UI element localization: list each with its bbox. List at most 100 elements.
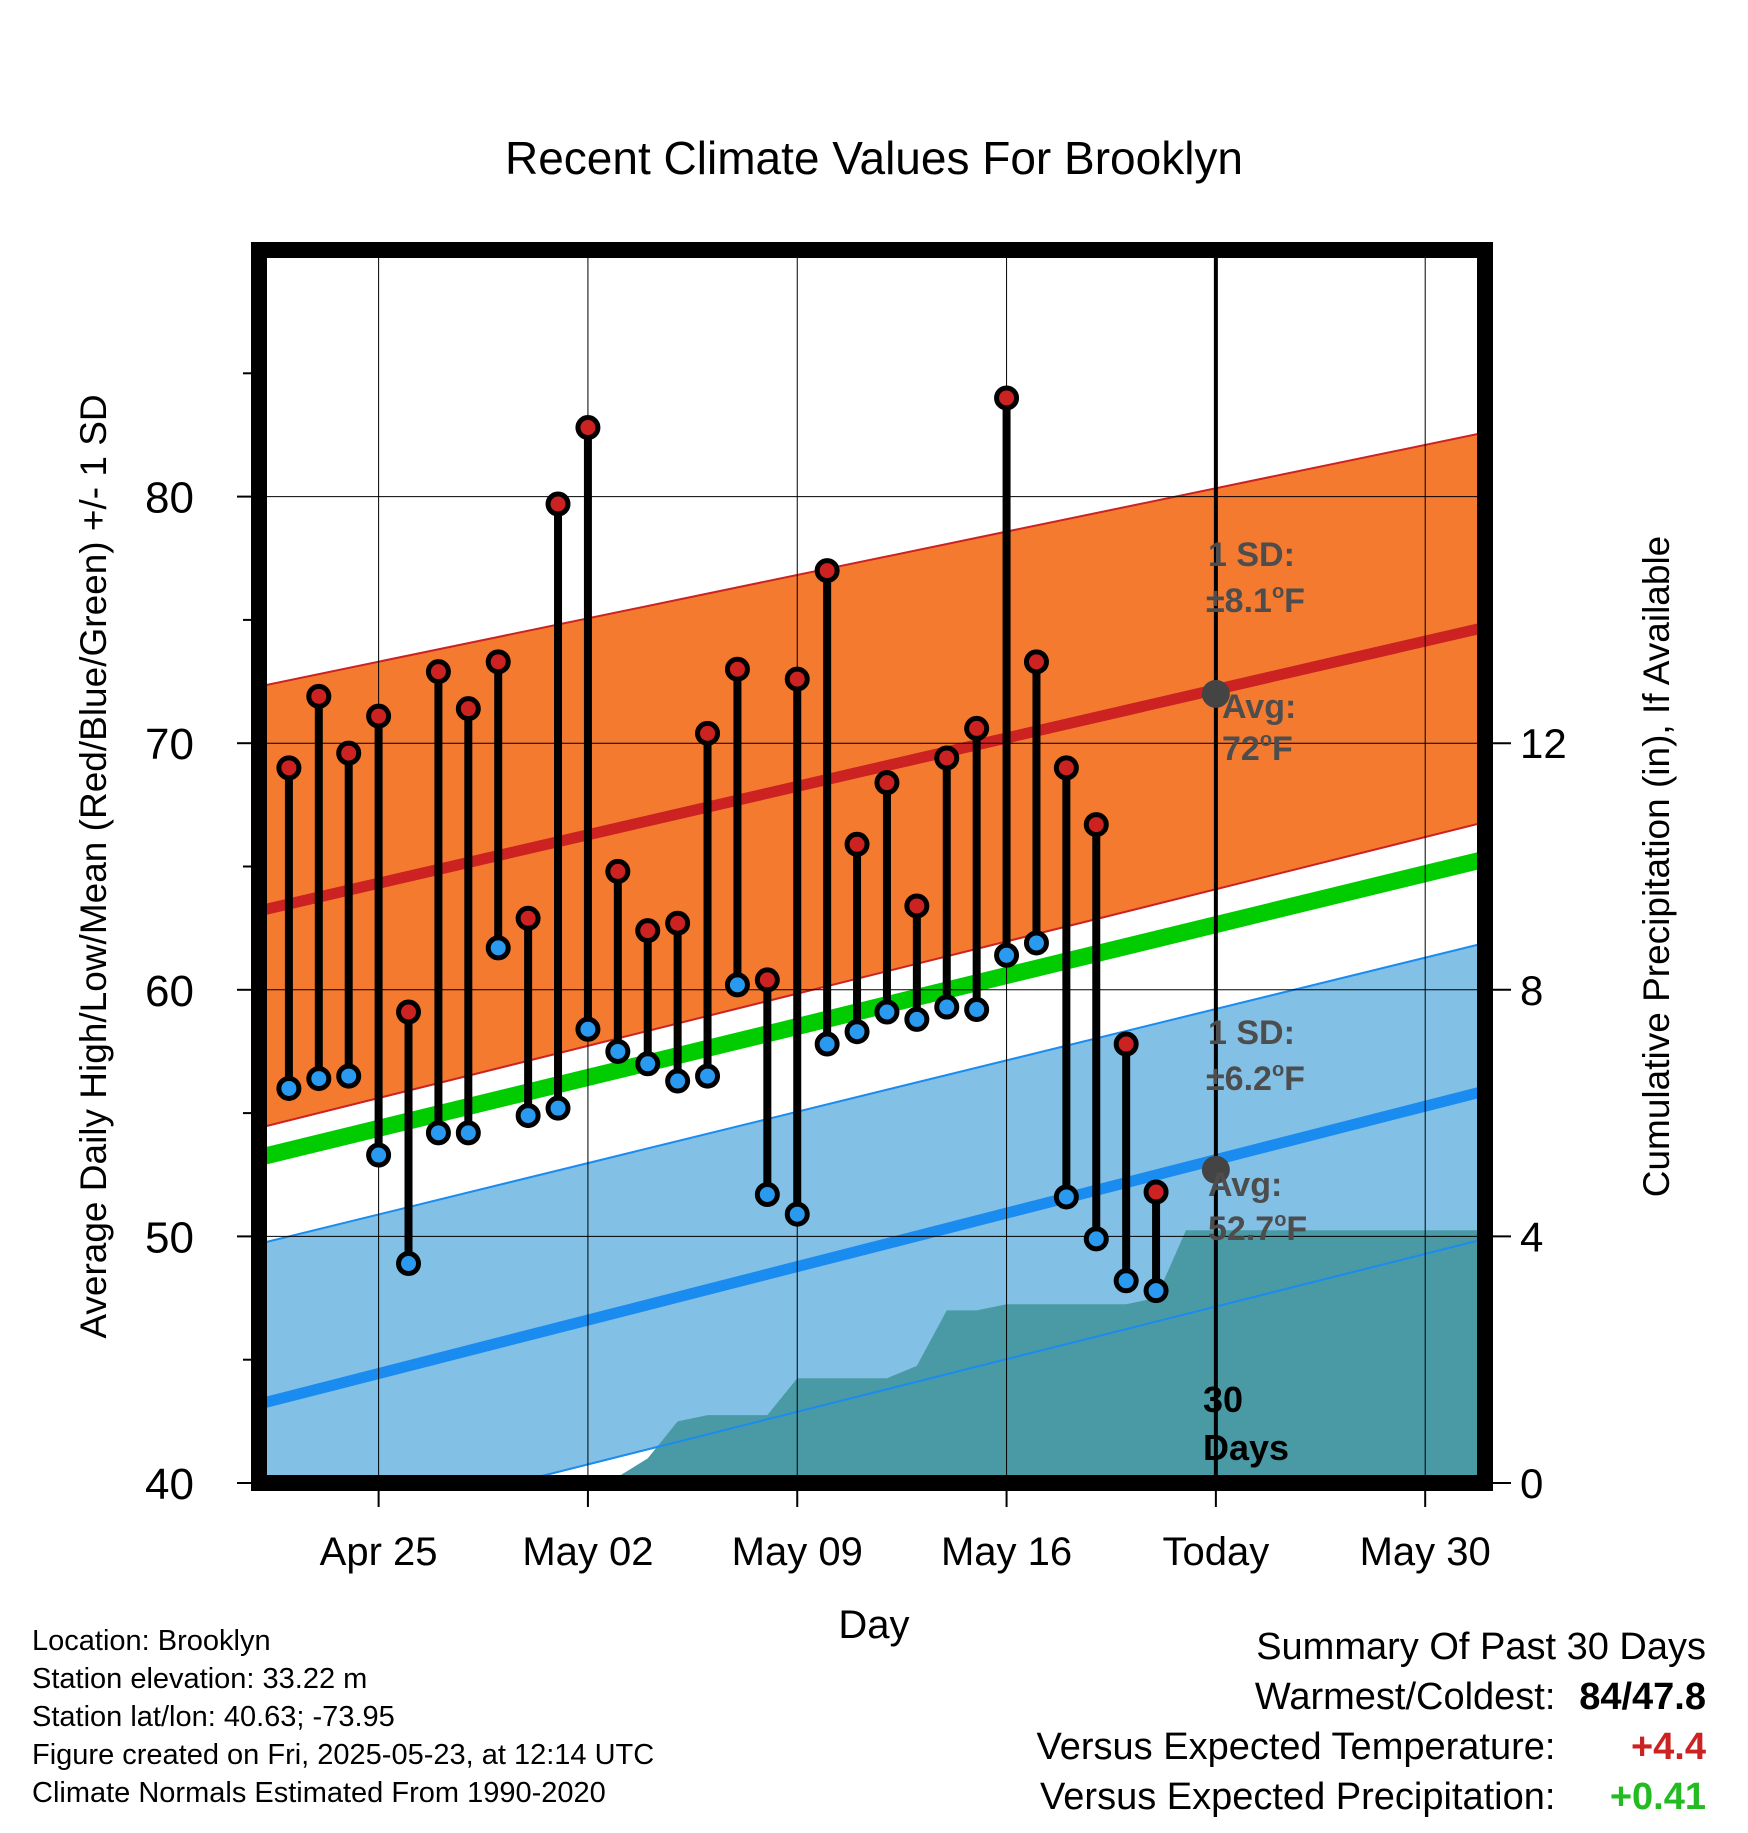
high-temp-point bbox=[754, 967, 780, 993]
normals-text: Climate Normals Estimated From 1990-2020 bbox=[32, 1777, 606, 1809]
low-upper-edge bbox=[259, 941, 1485, 1245]
station-info: Location: Brooklyn Station elevation: 33… bbox=[32, 1622, 654, 1812]
high-temp-point bbox=[575, 415, 601, 441]
warmest-separator: / bbox=[1621, 1676, 1633, 1718]
high-sd-label: 1 SD: bbox=[1208, 536, 1295, 574]
high-temp-point bbox=[605, 858, 631, 884]
y2-tick-label: 8 bbox=[1520, 967, 1543, 1014]
low-temp-point bbox=[276, 1075, 302, 1101]
high-temp-point bbox=[425, 659, 451, 685]
low-temp-point bbox=[1053, 1184, 1079, 1210]
warmest-value: 84/47.8 bbox=[1566, 1672, 1706, 1722]
low-temp-point bbox=[1083, 1226, 1109, 1252]
low-temp-point bbox=[874, 999, 900, 1025]
high-temp-point bbox=[814, 558, 840, 584]
high-temp-point bbox=[934, 745, 960, 771]
y2-axis-title: Cumulative Precipitation (in), If Availa… bbox=[1636, 536, 1677, 1198]
low-temp-point bbox=[724, 972, 750, 998]
high-temp-point bbox=[306, 683, 332, 709]
high-temp-point bbox=[515, 905, 541, 931]
high-temp-point bbox=[1113, 1031, 1139, 1057]
low-temp-point bbox=[306, 1066, 332, 1092]
high-temp-point bbox=[366, 703, 392, 729]
y2-tick-label: 0 bbox=[1520, 1460, 1543, 1507]
low-temp-point bbox=[336, 1063, 362, 1089]
low-temp-point bbox=[455, 1120, 481, 1146]
low-sd-value: ±6.2oF bbox=[1206, 1059, 1305, 1098]
high-temp-point bbox=[874, 770, 900, 796]
warmest-low-value: 47.8 bbox=[1632, 1676, 1706, 1718]
high-sd-band bbox=[259, 432, 1485, 1128]
low-temp-point bbox=[844, 1019, 870, 1045]
high-temp-point bbox=[1053, 755, 1079, 781]
high-temp-point bbox=[396, 999, 422, 1025]
low-temp-point bbox=[754, 1181, 780, 1207]
low-temp-point bbox=[366, 1142, 392, 1168]
high-temp-point bbox=[665, 910, 691, 936]
plot-frame bbox=[251, 242, 1493, 1491]
high-avg-label: Avg: bbox=[1222, 688, 1296, 726]
precipitation-area bbox=[259, 1230, 1485, 1483]
high-upper-edge bbox=[259, 431, 1485, 688]
high-temp-point bbox=[276, 755, 302, 781]
low-temp-point bbox=[575, 1016, 601, 1042]
low-avg-value: 52.7oF bbox=[1208, 1209, 1307, 1248]
high-temp-point bbox=[904, 893, 930, 919]
high-avg-value: 72oF bbox=[1222, 729, 1293, 768]
x-axis-title: Day bbox=[838, 1603, 909, 1647]
y2-tick-label: 4 bbox=[1520, 1213, 1543, 1260]
low-temp-point bbox=[605, 1038, 631, 1064]
high-temp-point bbox=[545, 491, 571, 517]
days-count-label: 30 bbox=[1203, 1379, 1243, 1420]
temp-label: Versus Expected Temperature: bbox=[1036, 1726, 1556, 1768]
high-sd-value: ±8.1oF bbox=[1206, 581, 1305, 620]
low-temp-point bbox=[545, 1095, 571, 1121]
low-temp-point bbox=[964, 997, 990, 1023]
high-temp-point bbox=[695, 720, 721, 746]
high-temp-point bbox=[485, 649, 511, 675]
low-temp-point bbox=[904, 1006, 930, 1032]
today-low-normal-point bbox=[1201, 1155, 1230, 1184]
low-sd-band bbox=[259, 942, 1485, 1483]
low-temp-point bbox=[485, 935, 511, 961]
precip-label: Versus Expected Precipitation: bbox=[1040, 1776, 1556, 1818]
mean-normal-line bbox=[259, 850, 1485, 1166]
low-temp-point bbox=[396, 1251, 422, 1277]
low-avg-label: Avg: bbox=[1208, 1166, 1282, 1204]
low-temp-point bbox=[784, 1201, 810, 1227]
low-temp-point bbox=[994, 942, 1020, 968]
y-tick-label: 50 bbox=[145, 1213, 194, 1262]
low-temp-point bbox=[1143, 1278, 1169, 1304]
summary-warmest-row: Warmest/Coldest: 84/47.8 bbox=[1037, 1672, 1706, 1722]
chart-title: Recent Climate Values For Brooklyn bbox=[505, 132, 1243, 184]
high-temp-point bbox=[455, 696, 481, 722]
low-lower-edge bbox=[509, 1237, 1485, 1483]
x-tick-label: May 09 bbox=[732, 1530, 863, 1574]
high-temp-point bbox=[336, 740, 362, 766]
x-tick-label: May 30 bbox=[1360, 1530, 1491, 1574]
low-temp-point bbox=[665, 1068, 691, 1094]
high-temp-point bbox=[844, 831, 870, 857]
created-text: Figure created on Fri, 2025-05-23, at 12… bbox=[32, 1739, 655, 1771]
x-tick-label: May 02 bbox=[522, 1530, 653, 1574]
low-temp-point bbox=[425, 1120, 451, 1146]
low-temp-point bbox=[515, 1103, 541, 1129]
summary-precip-row: Versus Expected Precipitation: +0.41 bbox=[1037, 1772, 1706, 1822]
high-temp-point bbox=[964, 715, 990, 741]
low-temp-point bbox=[814, 1031, 840, 1057]
high-lower-edge bbox=[259, 821, 1485, 1129]
high-temp-point bbox=[1143, 1179, 1169, 1205]
today-high-normal-point bbox=[1201, 679, 1230, 708]
y-tick-label: 60 bbox=[145, 967, 194, 1016]
low-temp-point bbox=[1113, 1268, 1139, 1294]
low-normal-line bbox=[259, 1085, 1485, 1410]
days-word-label: Days bbox=[1203, 1427, 1289, 1468]
summary-temp-row: Versus Expected Temperature: +4.4 bbox=[1037, 1722, 1706, 1772]
latlon-text: Station lat/lon: 40.63; -73.95 bbox=[32, 1701, 395, 1733]
y-axis-title: Average Daily High/Low/Mean (Red/Blue/Gr… bbox=[73, 394, 114, 1338]
warmest-high-value: 84 bbox=[1579, 1676, 1622, 1718]
y2-tick-label: 12 bbox=[1520, 720, 1567, 767]
high-temp-point bbox=[994, 385, 1020, 411]
